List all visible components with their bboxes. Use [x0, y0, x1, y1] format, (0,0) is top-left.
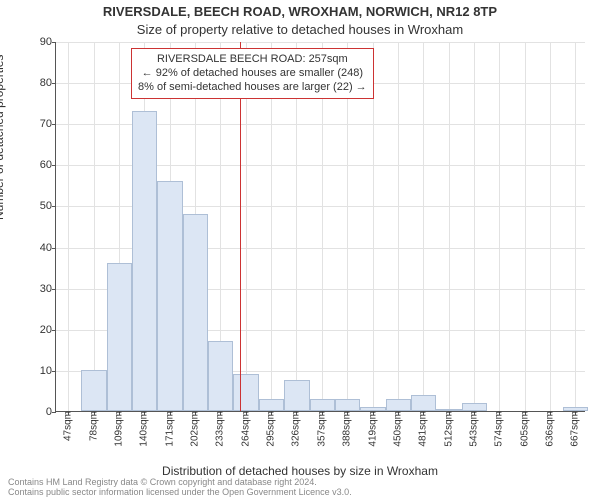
ytick-mark: [52, 248, 56, 249]
xtick-label: 512sqm: [443, 411, 454, 447]
xtick-label: 357sqm: [316, 411, 327, 447]
ytick-mark: [52, 124, 56, 125]
histogram-bar: [284, 380, 309, 411]
gridline-v: [449, 42, 450, 411]
gridline-v: [423, 42, 424, 411]
histogram-bar: [208, 341, 233, 411]
xtick-label: 605sqm: [519, 411, 530, 447]
gridline-v: [525, 42, 526, 411]
histogram-bar: [81, 370, 106, 411]
histogram-bar: [233, 374, 258, 411]
plot-area: 47sqm78sqm109sqm140sqm171sqm202sqm233sqm…: [55, 42, 585, 412]
gridline-v: [68, 42, 69, 411]
ytick-mark: [52, 412, 56, 413]
ytick-label: 80: [22, 77, 52, 89]
xtick-label: 450sqm: [392, 411, 403, 447]
xtick-label: 326sqm: [291, 411, 302, 447]
gridline-v: [575, 42, 576, 411]
x-axis-label: Distribution of detached houses by size …: [0, 464, 600, 478]
xtick-label: 233sqm: [215, 411, 226, 447]
gridline-v: [474, 42, 475, 411]
ytick-label: 20: [22, 324, 52, 336]
callout-line: ← 92% of detached houses are smaller (24…: [138, 67, 367, 81]
xtick-label: 78sqm: [88, 411, 99, 441]
ytick-label: 0: [22, 406, 52, 418]
xtick-label: 295sqm: [266, 411, 277, 447]
xtick-label: 574sqm: [494, 411, 505, 447]
histogram-bar: [436, 409, 461, 411]
histogram-bar: [462, 403, 487, 411]
ytick-mark: [52, 371, 56, 372]
y-axis-label: Number of detached properties: [0, 55, 6, 220]
gridline-v: [94, 42, 95, 411]
attribution-footer: Contains HM Land Registry data © Crown c…: [8, 478, 352, 498]
histogram-bar: [107, 263, 132, 411]
xtick-label: 667sqm: [570, 411, 581, 447]
xtick-label: 171sqm: [164, 411, 175, 447]
histogram-bar: [360, 407, 385, 411]
xtick-label: 636sqm: [545, 411, 556, 447]
xtick-label: 109sqm: [113, 411, 124, 447]
property-callout: RIVERSDALE BEECH ROAD: 257sqm← 92% of de…: [131, 48, 374, 99]
histogram-bar: [411, 395, 436, 411]
callout-line: RIVERSDALE BEECH ROAD: 257sqm: [138, 53, 367, 67]
histogram-bar: [183, 214, 208, 411]
xtick-label: 419sqm: [367, 411, 378, 447]
gridline-h: [56, 42, 585, 43]
ytick-label: 30: [22, 283, 52, 295]
ytick-mark: [52, 165, 56, 166]
ytick-mark: [52, 289, 56, 290]
histogram-bar: [157, 181, 182, 411]
ytick-label: 10: [22, 365, 52, 377]
gridline-v: [499, 42, 500, 411]
callout-line: 8% of semi-detached houses are larger (2…: [138, 81, 367, 95]
gridline-v: [550, 42, 551, 411]
xtick-label: 202sqm: [190, 411, 201, 447]
xtick-label: 47sqm: [63, 411, 74, 441]
histogram-bar: [563, 407, 588, 411]
xtick-label: 481sqm: [418, 411, 429, 447]
footer-line-2: Contains public sector information licen…: [8, 488, 352, 498]
histogram-bar: [132, 111, 157, 411]
ytick-mark: [52, 206, 56, 207]
ytick-label: 60: [22, 159, 52, 171]
xtick-label: 388sqm: [342, 411, 353, 447]
gridline-v: [398, 42, 399, 411]
xtick-label: 140sqm: [139, 411, 150, 447]
ytick-mark: [52, 83, 56, 84]
ytick-mark: [52, 42, 56, 43]
histogram-bar: [335, 399, 360, 411]
histogram-bar: [386, 399, 411, 411]
histogram-bar: [310, 399, 335, 411]
xtick-label: 264sqm: [240, 411, 251, 447]
chart-subtitle: Size of property relative to detached ho…: [0, 22, 600, 37]
ytick-label: 70: [22, 118, 52, 130]
ytick-mark: [52, 330, 56, 331]
ytick-label: 40: [22, 242, 52, 254]
chart-title-address: RIVERSDALE, BEECH ROAD, WROXHAM, NORWICH…: [0, 4, 600, 19]
histogram-bar: [259, 399, 284, 411]
xtick-label: 543sqm: [468, 411, 479, 447]
ytick-label: 90: [22, 36, 52, 48]
ytick-label: 50: [22, 200, 52, 212]
